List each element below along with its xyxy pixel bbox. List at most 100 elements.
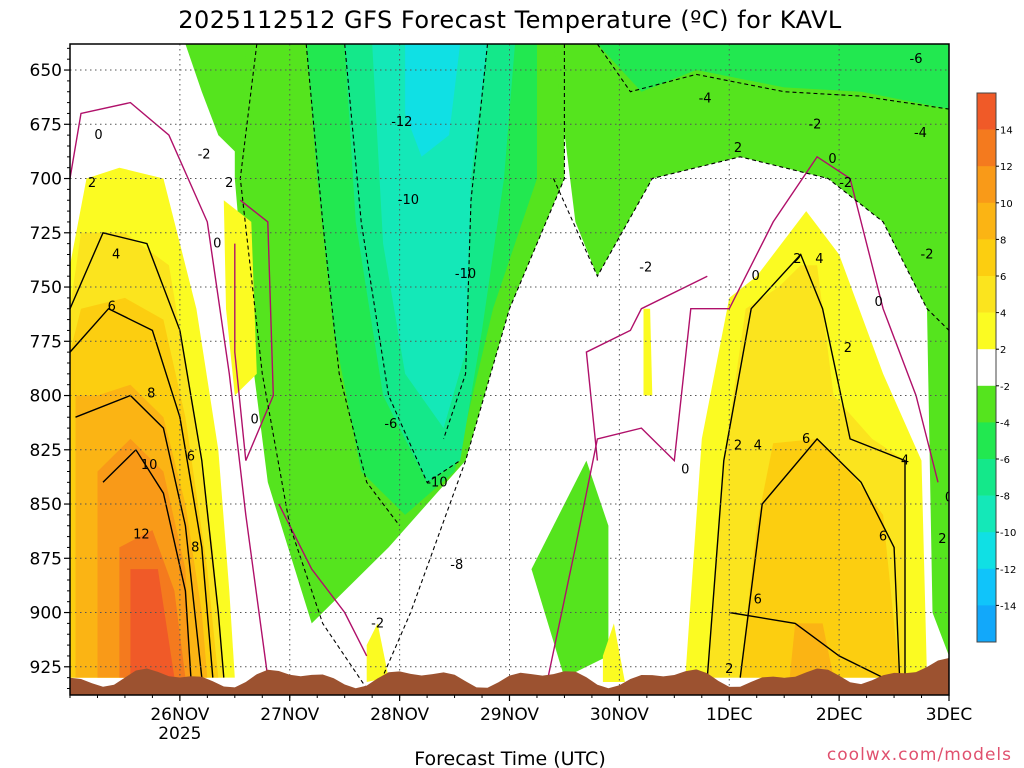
contour-label: 2: [844, 341, 852, 356]
colorbar-label: -2: [1000, 382, 1010, 393]
colorbar-swatch: [977, 166, 996, 204]
contour-label: -2: [839, 176, 852, 191]
contour-label: 0: [250, 412, 258, 427]
contour-line-dashed: [443, 44, 489, 440]
contour-label: 4: [112, 247, 120, 262]
colorbar-swatch: [977, 495, 996, 533]
credit-link[interactable]: coolwx.com/models: [827, 745, 1012, 765]
colorbar-swatch: [977, 93, 996, 130]
contour-label: 4: [754, 438, 762, 453]
y-tick-label: 725: [30, 224, 62, 244]
y-tick-label: 850: [30, 495, 62, 515]
warm-region-west-14: [130, 569, 175, 678]
contour-line-dashed: [305, 44, 401, 527]
colorbar-label: -10: [1000, 528, 1016, 539]
x-tick-label: 3DEC: [926, 705, 973, 725]
contour-line: [234, 199, 275, 461]
x-tick-label: 29NOV: [480, 705, 539, 725]
colorbar-swatch: [977, 385, 996, 423]
contour-line: [547, 155, 939, 678]
colorbar-swatch: [977, 276, 996, 313]
colorbar-swatch: [977, 312, 996, 350]
warm-region-small-a: [643, 308, 653, 396]
contour-label: -4: [699, 91, 712, 106]
x-tick-sublabel: 2025: [158, 724, 201, 744]
contour-line: [278, 503, 368, 657]
contour-label: 0: [875, 295, 883, 310]
cold-region-coldest: [405, 44, 461, 157]
contour-line: [70, 307, 214, 678]
contour-label: -2: [808, 117, 821, 132]
contour-line-dashed: [344, 44, 461, 484]
colorbar-label: -12: [1000, 565, 1016, 576]
contour-label: 0: [681, 462, 689, 477]
contour-line: [739, 437, 901, 678]
colorbar-label: 8: [1000, 235, 1006, 246]
y-tick-label: 775: [30, 332, 62, 352]
contour-label: 12: [133, 527, 150, 542]
contour-label: 2: [734, 438, 742, 453]
colorbar-swatch: [977, 532, 996, 570]
contour-label: -2: [198, 148, 211, 163]
colorbar-label: -6: [1000, 455, 1010, 466]
y-tick-label: 700: [30, 170, 62, 190]
terrain-mask: [70, 658, 949, 695]
contour-label: -2: [371, 616, 384, 631]
colorbar-label: -4: [1000, 418, 1010, 429]
x-tick-label: 27NOV: [260, 705, 319, 725]
colorbar-swatch: [977, 568, 996, 606]
colorbar-label: 6: [1000, 272, 1006, 283]
contour-label: -10: [426, 475, 447, 490]
y-tick-label: 675: [30, 115, 62, 135]
contour-label: 0: [945, 491, 953, 506]
x-axis-label: Forecast Time (UTC): [414, 748, 605, 768]
contour-label: 2: [793, 252, 801, 267]
cool-region-southern: [531, 460, 609, 678]
cold-region-deep: [372, 44, 488, 429]
contour-line: [75, 394, 203, 678]
chart-title: 2025112512 GFS Forecast Temperature (ºC)…: [178, 6, 842, 34]
contour-label: -10: [455, 267, 476, 282]
colorbar-label: 14: [1000, 126, 1013, 137]
contour-line: [70, 101, 269, 678]
contour-label: -2: [639, 261, 652, 276]
contour-line: [585, 275, 708, 461]
contour-label: 0: [751, 269, 759, 284]
y-tick-label: 925: [30, 658, 62, 678]
y-axis: 650 675 700 725 750 775 800 825 850 875 900 925: [30, 47, 70, 689]
contour-label: 0: [94, 128, 102, 143]
colorbar-swatch: [977, 129, 996, 167]
contour-label: -2: [921, 247, 934, 262]
y-tick-label: 875: [30, 549, 62, 569]
cool-region-east-mid: [597, 44, 949, 110]
contour-label: 2: [88, 176, 96, 191]
contour-label: 2: [225, 176, 233, 191]
contour-label: -8: [450, 558, 463, 573]
contour-label: -12: [391, 115, 412, 130]
contour-label: 4: [815, 252, 823, 267]
contour-label: 8: [191, 540, 199, 555]
contour-label: 8: [147, 386, 155, 401]
y-tick-label: 900: [30, 604, 62, 624]
contour-label: 6: [187, 449, 195, 464]
contour-label: 6: [802, 432, 810, 447]
warm-region-small-b: [366, 623, 389, 682]
x-tick-label: 1DEC: [706, 705, 753, 725]
contour-label: 6: [879, 530, 887, 545]
x-tick-label: 30NOV: [590, 705, 649, 725]
colorbar-label: -8: [1000, 492, 1010, 503]
y-tick-label: 800: [30, 387, 62, 407]
contour-label: 6: [108, 300, 116, 315]
contour-label: 2: [725, 662, 733, 677]
y-tick-label: 750: [30, 278, 62, 298]
contour-label: 2: [734, 141, 742, 156]
colorbar-label: 2: [1000, 345, 1006, 356]
plot-area: 0-22 204680610128-12-10-10-6-10-8-2-42-20…: [70, 44, 953, 695]
contour-line: [102, 448, 192, 678]
contour-line-dashed: [377, 44, 565, 689]
colorbar-swatch: [977, 349, 996, 387]
colorbar-label: 12: [1000, 162, 1013, 173]
colorbar-swatch: [977, 605, 996, 643]
